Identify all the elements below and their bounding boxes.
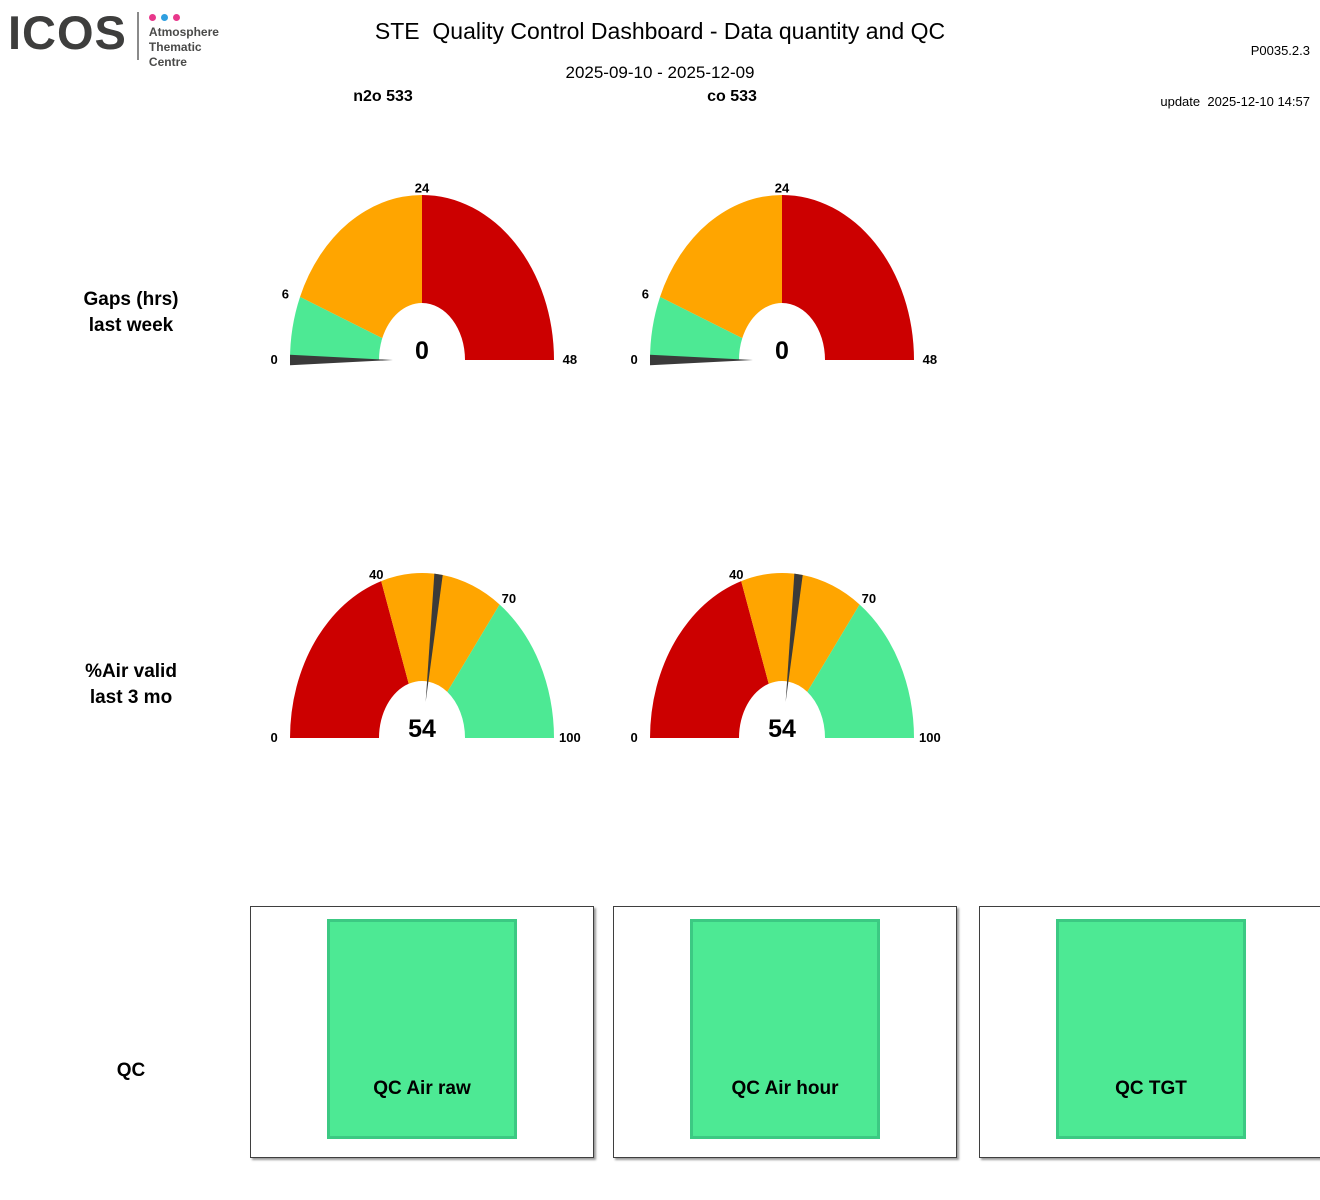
- gauge-gaps-co-533: 0 6 24 48 0: [631, 180, 938, 367]
- date-range-subtitle: 2025-09-10 - 2025-12-09: [565, 63, 755, 82]
- version-block: P0035.2.3 update 2025-12-10 14:57: [1160, 8, 1310, 127]
- row-label-qc: QC: [31, 1058, 231, 1084]
- gauge-segment: [782, 195, 914, 360]
- update-timestamp: update 2025-12-10 14:57: [1160, 94, 1310, 109]
- icos-logo: ICOS Atmosphere Thematic Centre: [8, 4, 219, 70]
- logo-sub-line: Thematic: [148, 40, 202, 54]
- page-title: STE Quality Control Dashboard - Data qua…: [374, 18, 946, 44]
- logo-dot-icon: [148, 14, 156, 21]
- qc-status-rect: QC Air hour: [690, 919, 880, 1139]
- gauge-tick-label: 40: [369, 567, 383, 582]
- gauge-segment: [447, 604, 554, 738]
- version-label: P0035.2.3: [1250, 43, 1310, 58]
- gauge-tick-label: 24: [415, 180, 430, 195]
- qc-panel-label: QC Air raw: [373, 1078, 471, 1099]
- icos-logo-text: ICOS: [8, 6, 127, 59]
- gauge-tick-label: 6: [642, 286, 649, 301]
- qc-status-rect: QC Air raw: [327, 919, 517, 1139]
- gauge-needle: [650, 354, 753, 366]
- logo-sub-line: Centre: [148, 55, 187, 69]
- gauge-airvalid-n2o-533: 0 40 70 100 54: [271, 567, 581, 745]
- row-label-air-valid: %Air valid last 3 mo: [31, 659, 231, 711]
- gauge-segment: [422, 195, 554, 360]
- row-label-line: Gaps (hrs): [83, 289, 179, 310]
- column-header-n2o-533: n2o 533: [353, 88, 413, 105]
- gauge-airvalid-co-533: 0 40 70 100 54: [611, 546, 953, 758]
- row-label-line: QC: [116, 1060, 146, 1081]
- gauge-tick-label: 48: [923, 352, 937, 367]
- gauge-tick-label: 24: [775, 180, 790, 195]
- logo-divider: [136, 12, 139, 60]
- gauge-value: 54: [408, 715, 436, 743]
- gauge-value: 0: [415, 337, 429, 365]
- logo-dot-icon: [172, 14, 180, 21]
- logo-sub-line: Atmosphere: [148, 25, 219, 39]
- qc-status-rect: QC TGT: [1056, 919, 1246, 1139]
- gauge-needle: [425, 573, 443, 702]
- gauge-tick-label: 70: [502, 591, 516, 606]
- gauge-tick-label: 0: [271, 730, 278, 745]
- gauge-gaps-n2o-533: 0 6 24 48 0: [251, 168, 593, 380]
- gauge-gaps-co-533: 0 6 24 48 0: [611, 168, 953, 380]
- qc-panel-label: QC TGT: [1115, 1078, 1187, 1099]
- qc-panel-air-hour: QC Air hour: [613, 906, 957, 1158]
- row-label-gaps: Gaps (hrs) last week: [31, 287, 231, 339]
- gauge-airvalid-co-533: 0 40 70 100 54: [631, 567, 941, 745]
- qc-panel-air-raw: QC Air raw: [250, 906, 594, 1158]
- gauge-tick-label: 0: [271, 352, 278, 367]
- gauge-tick-label: 6: [282, 286, 289, 301]
- gauge-tick-label: 0: [631, 352, 638, 367]
- logo-dots: [148, 14, 219, 21]
- gauge-segment: [660, 195, 782, 339]
- gauge-segment: [650, 296, 743, 360]
- gauge-needle: [290, 354, 393, 366]
- logo-subtitle-block: Atmosphere Thematic Centre: [148, 4, 219, 70]
- qc-panel-label: QC Air hour: [731, 1078, 839, 1099]
- gauge-needle: [785, 573, 803, 702]
- gauge-segment: [300, 195, 422, 339]
- gauge-tick-label: 40: [729, 567, 743, 582]
- gauge-tick-label: 100: [559, 730, 581, 745]
- gauge-segment: [290, 581, 409, 738]
- row-label-line: last 3 mo: [89, 687, 173, 708]
- logo-dot-icon: [160, 14, 168, 21]
- gauge-tick-label: 48: [563, 352, 577, 367]
- gauge-segment: [650, 581, 769, 738]
- qc-panel-tgt: QC TGT: [979, 906, 1320, 1158]
- gauge-tick-label: 100: [919, 730, 941, 745]
- gauge-airvalid-n2o-533: 0 40 70 100 54: [251, 546, 593, 758]
- gauge-segment: [290, 296, 383, 360]
- row-label-line: %Air valid: [85, 661, 177, 682]
- gauge-tick-label: 70: [862, 591, 876, 606]
- row-label-line: last week: [88, 315, 174, 336]
- gauge-gaps-n2o-533: 0 6 24 48 0: [271, 180, 578, 367]
- column-header-co-533: co 533: [707, 88, 757, 105]
- gauge-segment: [741, 573, 860, 692]
- gauge-tick-label: 0: [631, 730, 638, 745]
- gauge-segment: [381, 573, 500, 692]
- gauge-segment: [807, 604, 914, 738]
- gauge-value: 0: [775, 337, 789, 365]
- gauge-value: 54: [768, 715, 796, 743]
